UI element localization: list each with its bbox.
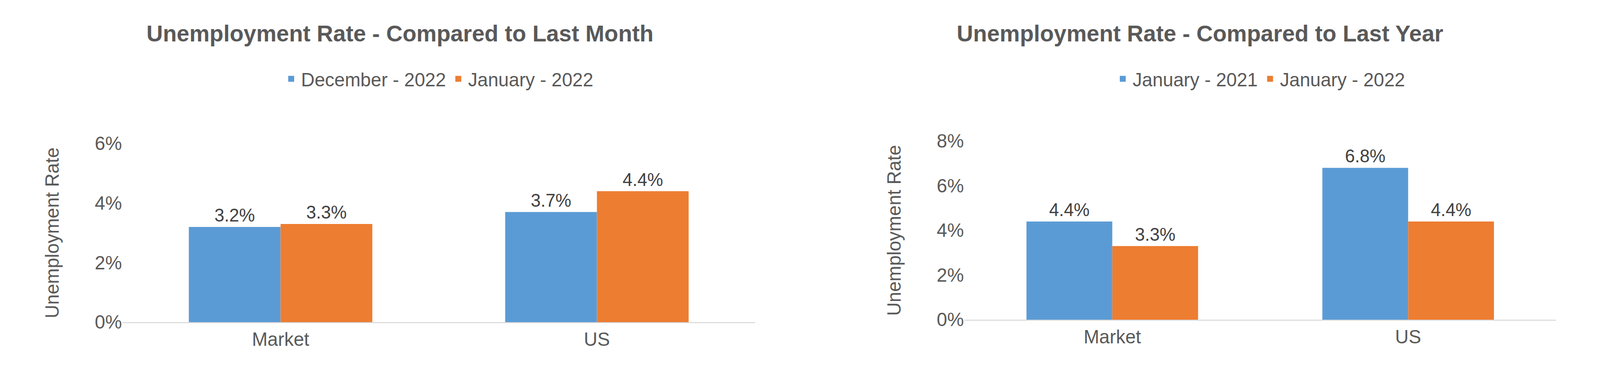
svg-text:0%: 0% <box>936 309 964 331</box>
svg-text:3.3%: 3.3% <box>1135 224 1176 245</box>
svg-text:US: US <box>583 329 610 350</box>
svg-text:Unemployment Rate - Compared t: Unemployment Rate - Compared to Last Mon… <box>146 20 654 47</box>
svg-text:4.4%: 4.4% <box>1049 199 1090 221</box>
svg-text:2%: 2% <box>936 265 964 286</box>
svg-text:December - 2022: December - 2022 <box>301 69 447 91</box>
svg-text:3.2%: 3.2% <box>214 205 256 226</box>
svg-text:US: US <box>1395 326 1422 348</box>
svg-text:Market: Market <box>1083 326 1142 348</box>
svg-text:2%: 2% <box>94 252 122 274</box>
svg-text:6.8%: 6.8% <box>1344 146 1386 167</box>
svg-text:4.4%: 4.4% <box>1430 199 1472 221</box>
svg-text:Unemployment Rate - Compared t: Unemployment Rate - Compared to Last Yea… <box>956 20 1444 47</box>
svg-text:4.4%: 4.4% <box>622 169 663 191</box>
svg-text:Unemployment Rate: Unemployment Rate <box>883 145 905 316</box>
svg-text:8%: 8% <box>936 130 964 152</box>
svg-text:3.7%: 3.7% <box>531 190 572 211</box>
svg-text:6%: 6% <box>94 133 122 154</box>
svg-text:January - 2022: January - 2022 <box>468 69 594 91</box>
svg-text:0%: 0% <box>94 311 122 333</box>
svg-text:Market: Market <box>251 329 310 350</box>
svg-text:January - 2022: January - 2022 <box>1280 69 1406 91</box>
svg-text:Unemployment Rate: Unemployment Rate <box>41 147 63 319</box>
svg-text:January - 2021: January - 2021 <box>1132 69 1258 91</box>
svg-text:4%: 4% <box>94 192 122 214</box>
svg-text:3.3%: 3.3% <box>305 202 347 223</box>
svg-text:4%: 4% <box>936 220 964 241</box>
svg-text:6%: 6% <box>936 175 964 197</box>
